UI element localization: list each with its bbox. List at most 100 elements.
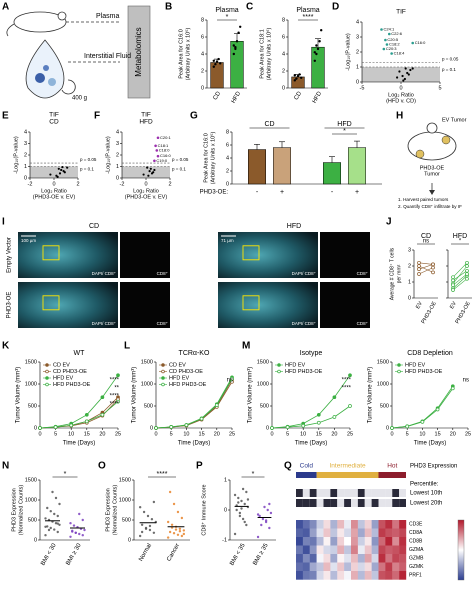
y-tick-label: 3 (408, 247, 411, 253)
data-point (245, 490, 248, 494)
heatmap-cell (344, 562, 352, 572)
heatmap-cell (385, 537, 393, 546)
heatmap-cell (378, 537, 386, 546)
heatmap-cell (337, 545, 345, 555)
data-point (318, 40, 321, 43)
y-tick-label: 500 (380, 403, 389, 409)
heatmap-cell (399, 537, 407, 546)
marker (230, 376, 234, 381)
heatmap-cell (330, 554, 338, 563)
data-point (232, 44, 235, 47)
legend-marker (161, 382, 165, 387)
y-tick-label: 500 (28, 403, 37, 409)
data-point (240, 499, 243, 503)
labeled-point (153, 159, 156, 163)
threshold-label: p = 0.1 (172, 167, 186, 172)
data-point (178, 530, 182, 533)
y-tick-label: 0 (282, 85, 285, 91)
annotation: **** (342, 386, 352, 392)
x-tick-label: 0 (390, 431, 393, 437)
percentile-flag (378, 489, 386, 497)
data-point (256, 513, 260, 516)
marker (38, 426, 42, 430)
x-tick-label: BMI < 35 (229, 542, 247, 567)
label: * (459, 239, 462, 245)
legend-label: HFD PHD3-OE (285, 369, 323, 375)
panel-letter: H (396, 111, 403, 122)
gene-label: GZMA (409, 547, 424, 553)
percentile-flag (302, 499, 310, 507)
heatmap-cell (385, 554, 393, 563)
y-tick-label: 0 (34, 537, 37, 543)
heatmap-cell (378, 562, 386, 572)
panel-letter: K (2, 341, 10, 352)
x-tick-label: 10 (419, 431, 425, 437)
marker (435, 407, 440, 412)
heatmap-cell (344, 528, 352, 538)
pair-line (452, 265, 468, 284)
y-axis-label: Peak Area for C16:0 (203, 133, 209, 183)
label: * (226, 14, 229, 21)
point-label: C20:3 (386, 46, 397, 51)
panel-letter: L (124, 341, 130, 352)
label: CD (264, 121, 274, 128)
pair-line (418, 262, 434, 265)
data-point (46, 506, 49, 510)
labeled-point (155, 149, 159, 152)
percentile-flag (385, 499, 393, 507)
percentile-flag (399, 489, 406, 497)
data-point (178, 527, 182, 530)
data-point (61, 165, 64, 169)
marker (53, 425, 58, 429)
annotation: **** (110, 378, 120, 384)
colorbar (457, 519, 465, 581)
y-tick-label: 6 (226, 142, 229, 148)
data-point (234, 47, 237, 51)
y-tick-label: 0 (116, 175, 119, 181)
data-point (239, 25, 242, 28)
y-axis-label: -Log₁₀(P-value) (345, 33, 351, 71)
legend-label: HFD EV (53, 375, 74, 381)
channel-label: CD8⁺ (157, 321, 169, 326)
point-label: C20:1 (160, 135, 171, 140)
data-point (261, 517, 265, 521)
percentile-flag (323, 489, 331, 497)
legend-marker (45, 369, 49, 374)
y-tick-label: 0 (34, 425, 37, 431)
annotation: ns (227, 378, 233, 384)
series-line (155, 381, 233, 429)
data-point (182, 532, 186, 536)
nonsignificant-region (362, 67, 440, 82)
data-point (53, 512, 56, 516)
y-axis-label: Average # CD8⁺ T cells (389, 247, 395, 300)
label: TIF (141, 112, 151, 119)
y-tick-label: 6 (201, 34, 204, 40)
y-axis-label: PHD3 Expression (105, 488, 111, 531)
channel-label: CD8⁺ (357, 271, 369, 276)
percentile-flag (357, 489, 365, 497)
heatmap-cell (337, 520, 345, 529)
heatmap-cell (344, 537, 352, 546)
x-axis-label: Time (Days) (63, 441, 95, 447)
heatmap-cell (371, 545, 379, 555)
percentile-flag (392, 489, 400, 497)
heatmap-cell (378, 571, 386, 580)
marker (285, 425, 290, 429)
percentile-flag (309, 489, 317, 497)
point-label: C24:1 (384, 27, 395, 32)
data-point (51, 490, 54, 494)
panel-letter: Q (284, 461, 292, 472)
data-point (269, 511, 273, 515)
heatmap-cell (337, 537, 345, 546)
legend-marker (277, 363, 281, 367)
label: PHD3-OE (7, 292, 13, 319)
data-point (69, 535, 72, 538)
data-point (465, 268, 469, 273)
data-point (56, 530, 59, 534)
y-tick-label: 8 (226, 129, 229, 135)
data-point (150, 518, 154, 521)
y-tick-label: 1 (408, 279, 411, 285)
heatmap-cell (316, 537, 324, 546)
percentile-flag (371, 499, 379, 507)
heatmap-cell (351, 545, 359, 555)
